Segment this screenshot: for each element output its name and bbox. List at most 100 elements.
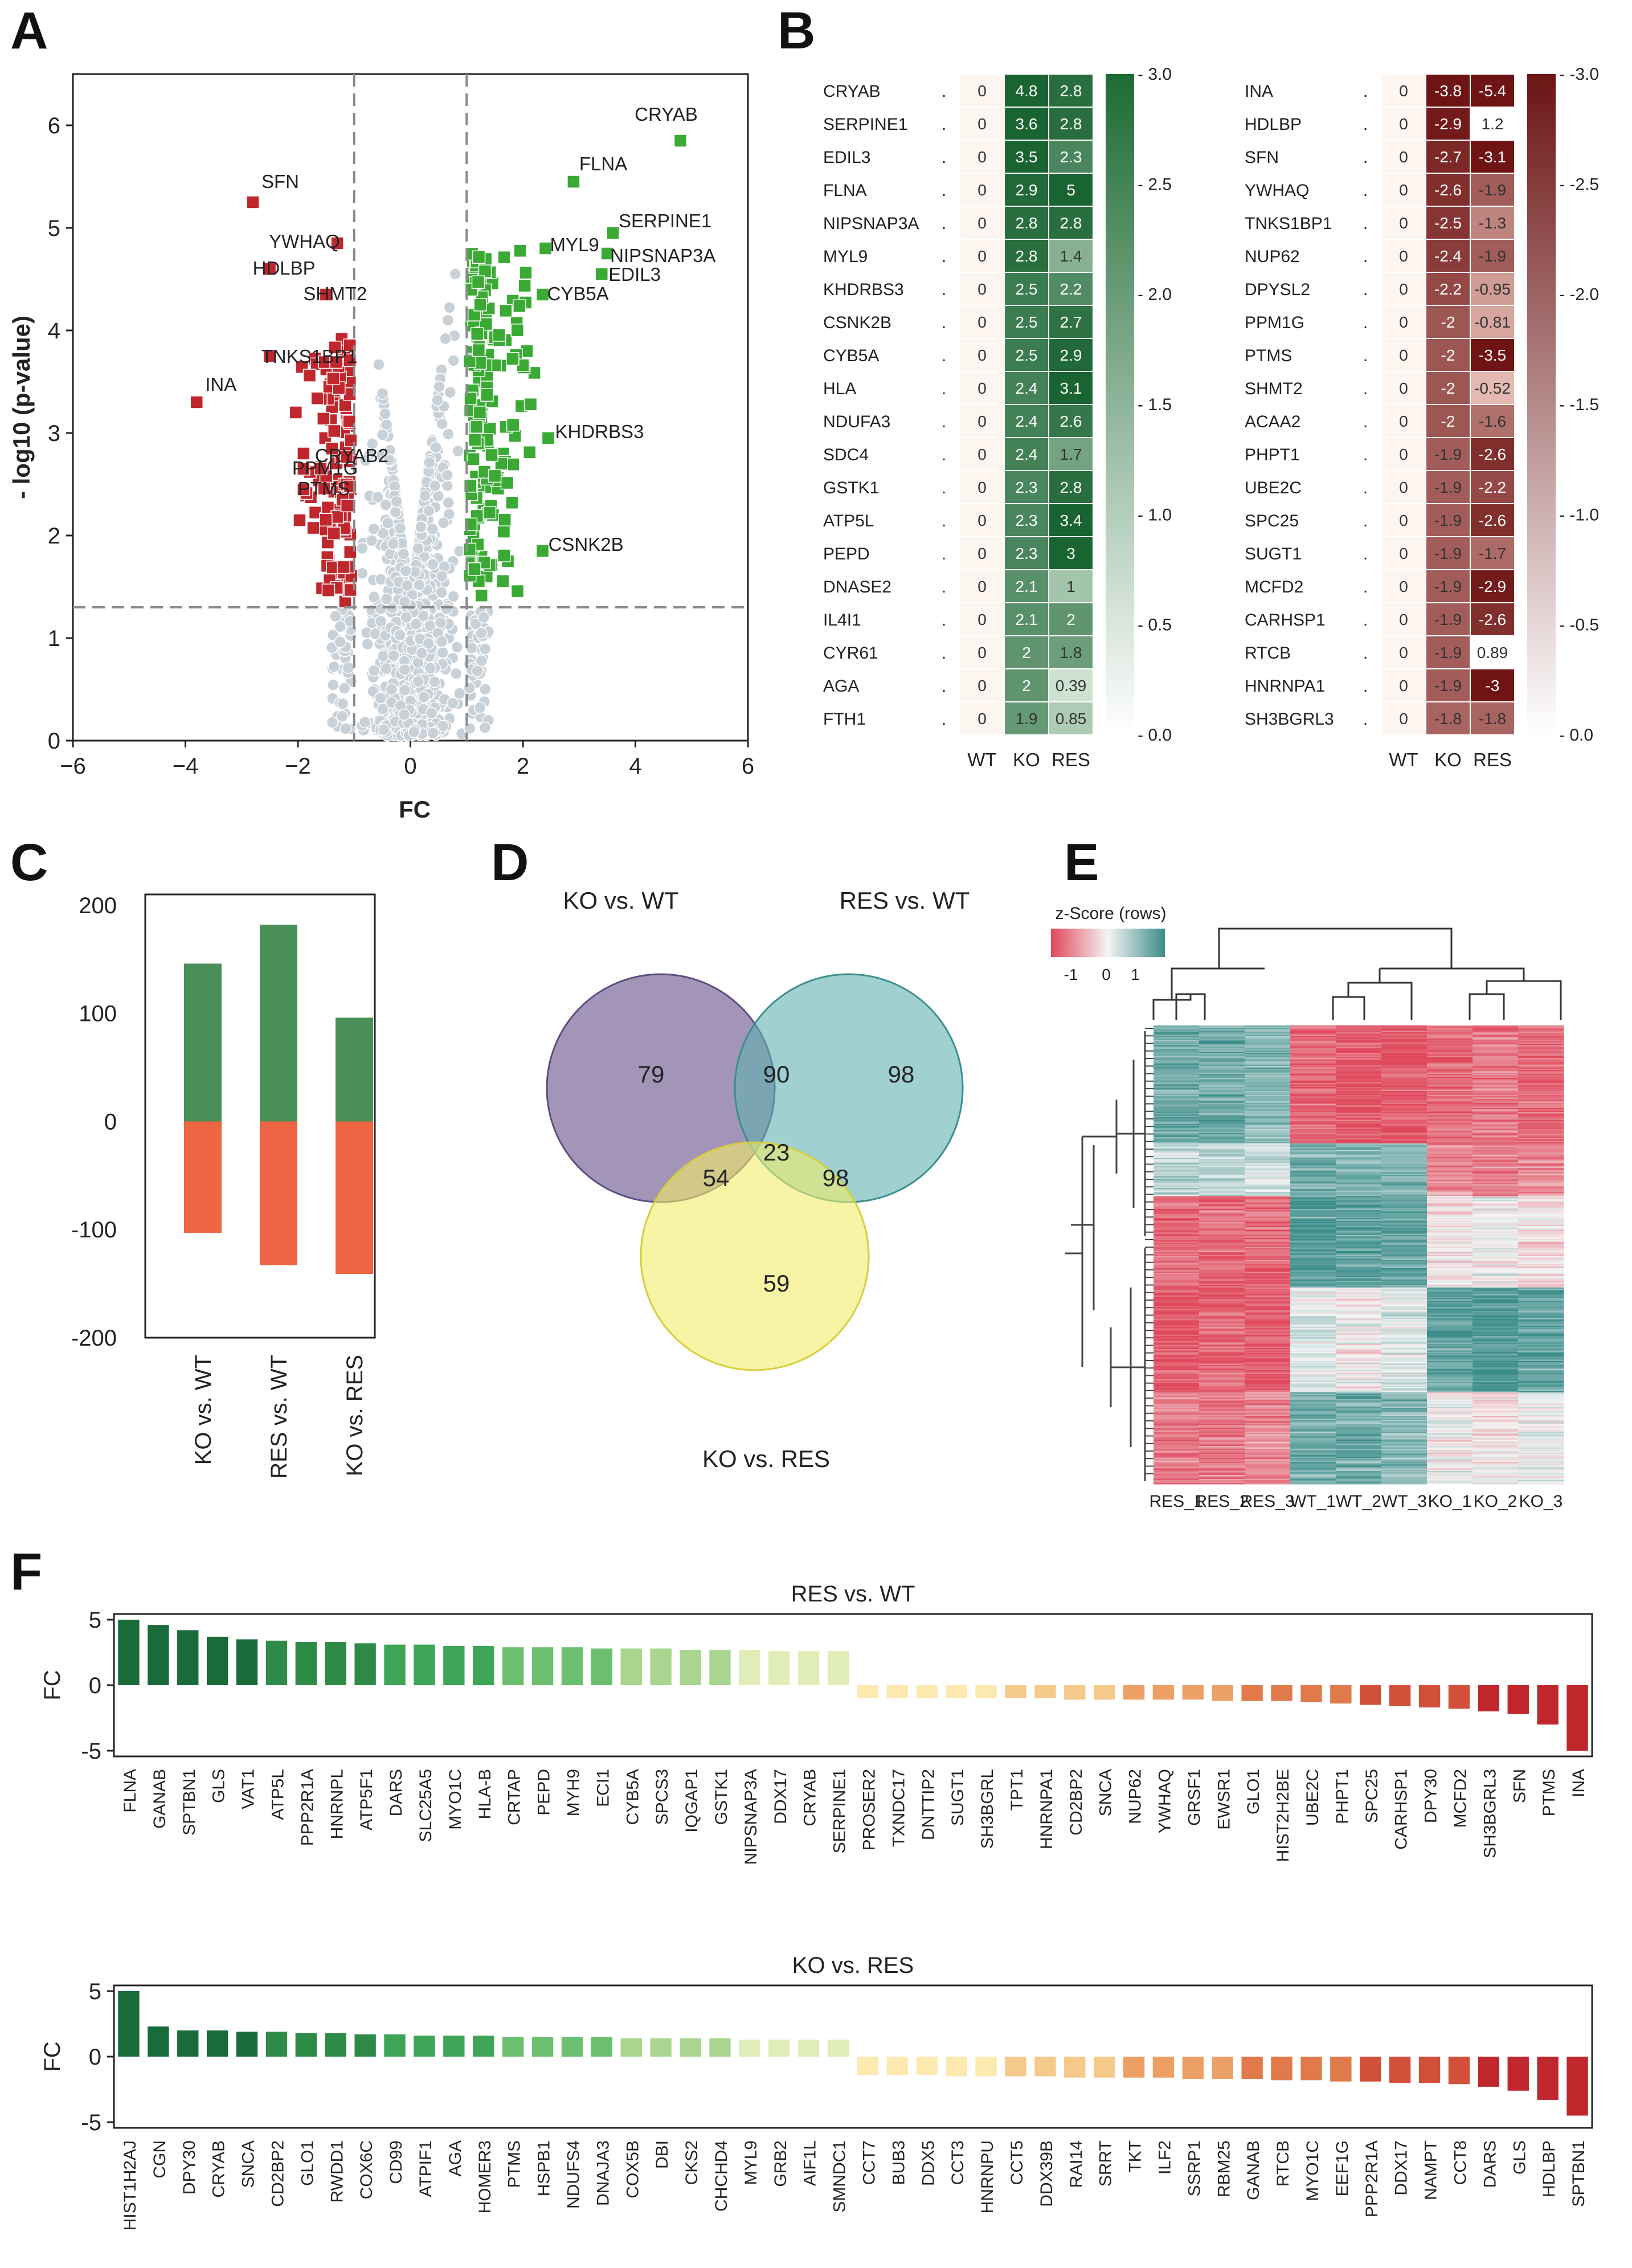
- venn-count-ko-wt-only: 79: [638, 1061, 665, 1088]
- nonsignificant-point: [424, 662, 437, 675]
- heatmap-row-label: DNASE2: [823, 578, 891, 596]
- up-regulated-point: [506, 352, 520, 366]
- up-regulated-point: [506, 457, 520, 471]
- point-label: MYL9: [550, 234, 599, 255]
- venn-count-ko-res-only: 59: [763, 1270, 790, 1297]
- row-dot: .: [1363, 446, 1368, 464]
- nonsignificant-point: [397, 547, 410, 561]
- heatmap-row-label: RTCB: [1245, 644, 1291, 663]
- heatmap-row-label: HLA: [823, 379, 856, 398]
- row-dot: .: [1363, 677, 1368, 696]
- row-dot: .: [942, 346, 946, 365]
- heatmap-cell-value: 0: [1399, 446, 1408, 463]
- heatmap-cell-value: 0: [1399, 82, 1408, 100]
- down-regulated-point: [328, 424, 341, 438]
- nonsignificant-point: [382, 517, 394, 529]
- nonsignificant-point: [447, 354, 460, 367]
- heatmap-row-label: AGA: [823, 677, 859, 696]
- colorbar-tick-label: - 2.0: [1138, 285, 1172, 304]
- heatmap-cell-value: 2.1: [1016, 611, 1038, 628]
- nonsignificant-point: [471, 665, 484, 677]
- row-dot: .: [1363, 644, 1368, 663]
- heatmap-row-label: CSNK2B: [823, 313, 891, 332]
- nonsignificant-point: [342, 661, 355, 674]
- fc-y-tick-label: 0: [89, 1673, 101, 1698]
- heatmap-cell-value: 0: [1399, 412, 1408, 430]
- up-regulated-point: [513, 244, 527, 258]
- nonsignificant-point: [441, 469, 454, 481]
- category-label: RES vs. WT: [267, 1355, 292, 1479]
- volcano-x-label: FC: [399, 796, 431, 823]
- heatmap-cell-value: 2.9: [1060, 346, 1082, 364]
- down-regulated-point: [327, 526, 341, 540]
- y-tick-label: 4: [48, 318, 60, 344]
- sample-label: KO_3: [1519, 1492, 1563, 1511]
- nonsignificant-point: [419, 489, 431, 502]
- fc-bar: [206, 1636, 228, 1685]
- nonsignificant-point: [475, 627, 488, 640]
- heatmap-cell-value: -3.8: [1434, 82, 1462, 100]
- heatmap-row-cell: [1336, 1482, 1382, 1485]
- heatmap-cell-value: 0.85: [1056, 710, 1087, 728]
- fc-bar: [325, 1642, 346, 1685]
- up-regulated-point: [496, 574, 510, 588]
- heatmap-cell-value: 2.8: [1016, 247, 1038, 265]
- up-regulated-point: [510, 324, 525, 337]
- fc-bar: [295, 1642, 317, 1685]
- nonsignificant-point: [376, 387, 389, 400]
- nonsignificant-point: [422, 637, 435, 650]
- up-regulated-point: [483, 422, 497, 436]
- up-regulated-point: [471, 275, 485, 289]
- y-tick-label: 1: [48, 626, 60, 651]
- down-regulated-point: [337, 560, 350, 574]
- panel-letter-f: F: [10, 1543, 42, 1601]
- heatmap-cell-value: -0.95: [1474, 280, 1511, 298]
- zscore-tick-high: 1: [1131, 966, 1140, 983]
- heatmap-row-label: HNRNPA1: [1245, 677, 1325, 696]
- y-tick-label: -200: [71, 1326, 117, 1351]
- heatmap-cell-value: -2.9: [1479, 578, 1506, 595]
- heatmap-cells: [1154, 1025, 1564, 1485]
- heatmap-cell-value: 0: [1399, 379, 1408, 397]
- heatmap-column-label: KO: [1013, 749, 1040, 770]
- heatmap-row-label: IL4I1: [823, 611, 861, 630]
- nonsignificant-point: [337, 697, 349, 710]
- nonsignificant-point: [435, 586, 448, 599]
- heatmap-row-label: YWHAQ: [1245, 181, 1309, 200]
- y-tick-label: 0: [104, 1109, 117, 1134]
- row-dot: .: [942, 148, 946, 167]
- nonsignificant-point: [426, 558, 439, 571]
- heatmap-cell-value: 0: [977, 214, 987, 232]
- up-regulated-point: [522, 446, 537, 459]
- colorbar-tick-label: - 0.5: [1138, 616, 1172, 635]
- heatmap-cell-value: -3.1: [1479, 148, 1506, 166]
- nonsignificant-point: [452, 445, 464, 457]
- sample-label: KO_1: [1428, 1492, 1472, 1511]
- nonsignificant-point: [373, 358, 385, 371]
- fc-bar: [384, 1644, 406, 1685]
- nonsignificant-point: [430, 441, 442, 454]
- point-label: SFN: [261, 171, 299, 192]
- point-label: NIPSNAP3A: [610, 245, 715, 266]
- heatmap-column-label: WT: [1389, 749, 1418, 770]
- nonsignificant-point: [385, 683, 398, 696]
- heatmap-cell-value: 1: [1066, 578, 1075, 595]
- heatmap-cell-value: -1.6: [1479, 412, 1506, 430]
- nonsignificant-point: [380, 662, 392, 675]
- heatmap-cell-value: 2.7: [1060, 313, 1082, 331]
- venn-diagram: KO vs. WT RES vs. WT KO vs. RES 79 90 98…: [546, 887, 970, 1472]
- nonsignificant-point: [423, 456, 436, 469]
- venn-count-ko-wt-res-wt: 90: [763, 1061, 790, 1088]
- heatmap-cell-value: 2.3: [1016, 479, 1038, 496]
- heatmap-cell-value: 1.4: [1060, 247, 1082, 265]
- down-regulated-point: [317, 412, 330, 426]
- heatmap-cell-value: -2: [1441, 346, 1455, 364]
- row-dot: .: [1363, 313, 1368, 332]
- heatmap-cell-value: 0: [977, 611, 987, 628]
- heatmap-cell-value: -2.6: [1434, 181, 1462, 199]
- down-regulated-point: [326, 371, 340, 386]
- fc-bar-label: FLNA: [121, 1769, 140, 1813]
- volcano-point-labels: CRYABFLNASERPINE1NIPSNAP3AMYL9EDIL3CYB5A…: [205, 104, 715, 555]
- up-regulated-point: [510, 584, 525, 598]
